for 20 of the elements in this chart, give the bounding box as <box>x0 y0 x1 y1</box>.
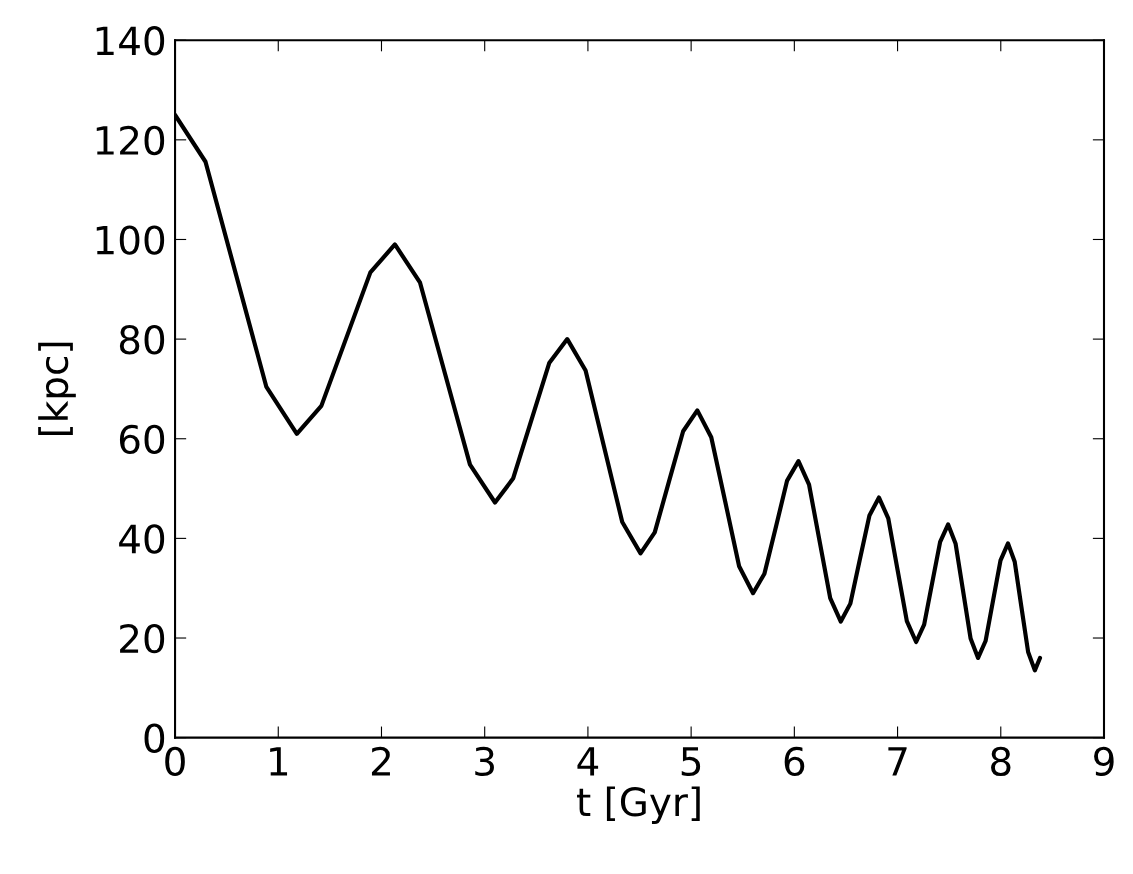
x-tick-label: 6 <box>784 746 805 777</box>
x-tick-label: 4 <box>577 747 599 776</box>
x-tick-label: 0 <box>165 746 185 777</box>
y-tick-label: 20 <box>120 623 165 654</box>
y-tick-label: 140 <box>96 26 165 56</box>
y-axis-title: [kpc] <box>38 342 76 436</box>
x-tick-label: 7 <box>888 747 907 776</box>
x-tick-label: 8 <box>991 746 1011 777</box>
y-tick-label: 40 <box>119 524 165 554</box>
x-tick-label: 2 <box>371 746 390 776</box>
x-tick-label: 3 <box>475 746 494 777</box>
y-tick-label: 60 <box>119 424 165 455</box>
x-axis-title: t [Gyr] <box>577 786 700 825</box>
x-tick-label: 9 <box>1094 746 1114 777</box>
y-tick-label: 100 <box>96 225 165 255</box>
y-tick-label: 120 <box>96 125 165 156</box>
x-tick-label: 1 <box>270 747 288 776</box>
x-tick-label: 5 <box>681 747 701 777</box>
y-tick-label: 80 <box>119 325 165 355</box>
y-tick-label: 0 <box>144 723 165 753</box>
